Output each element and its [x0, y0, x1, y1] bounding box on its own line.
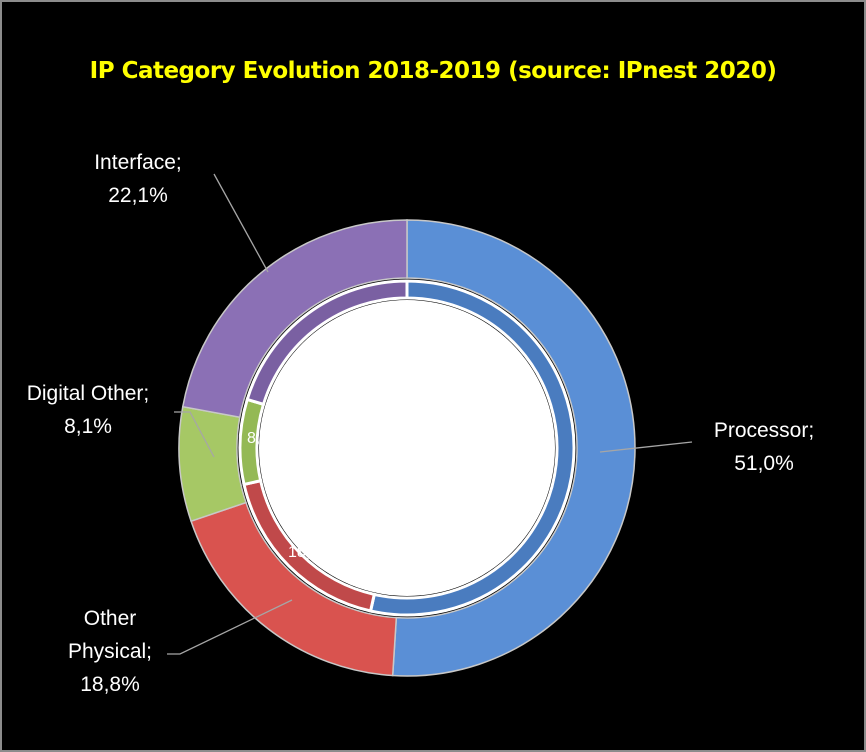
label-interface-name: Interface; — [94, 151, 182, 174]
chart-title: IP Category Evolution 2018-2019 (source:… — [89, 58, 777, 84]
leader-line-digital-other — [174, 411, 215, 458]
label-other-physical-name: Other — [83, 607, 137, 630]
label-interface-value: 22,1% — [108, 184, 168, 207]
inner-label-other-physical: 18,0% — [288, 544, 334, 561]
label-other-physical-value: 18,8% — [80, 673, 140, 696]
label-digital-other: Digital Other; 8,1% — [2, 377, 174, 443]
inner-label-digital-other: 8,2% — [247, 430, 284, 447]
label-digital-other-name: Digital Other; — [26, 382, 150, 405]
label-processor-value: 51,0% — [734, 452, 794, 475]
outer-slice-digital-other — [178, 405, 247, 523]
donut-hole — [259, 300, 555, 596]
label-interface: Interface; 22,1% — [78, 146, 198, 212]
leader-line-interface — [213, 173, 269, 273]
label-processor-name: Processor; — [713, 419, 815, 442]
inner-label-interface: 20,3% — [330, 362, 376, 379]
leader-line-other-physical — [167, 599, 293, 655]
outer-slice-processor — [391, 219, 636, 677]
inner-slice-interface — [245, 279, 409, 407]
label-other-physical: Other Physical; 18,8% — [50, 602, 170, 701]
leader-line-processor — [599, 441, 693, 453]
label-other-physical-name2: Physical; — [67, 640, 153, 663]
inner-label-processor: 53,5% — [450, 444, 496, 461]
label-processor: Processor; 51,0% — [694, 414, 834, 480]
label-digital-other-value: 8,1% — [64, 415, 112, 438]
outer-slice-interface — [181, 219, 408, 419]
